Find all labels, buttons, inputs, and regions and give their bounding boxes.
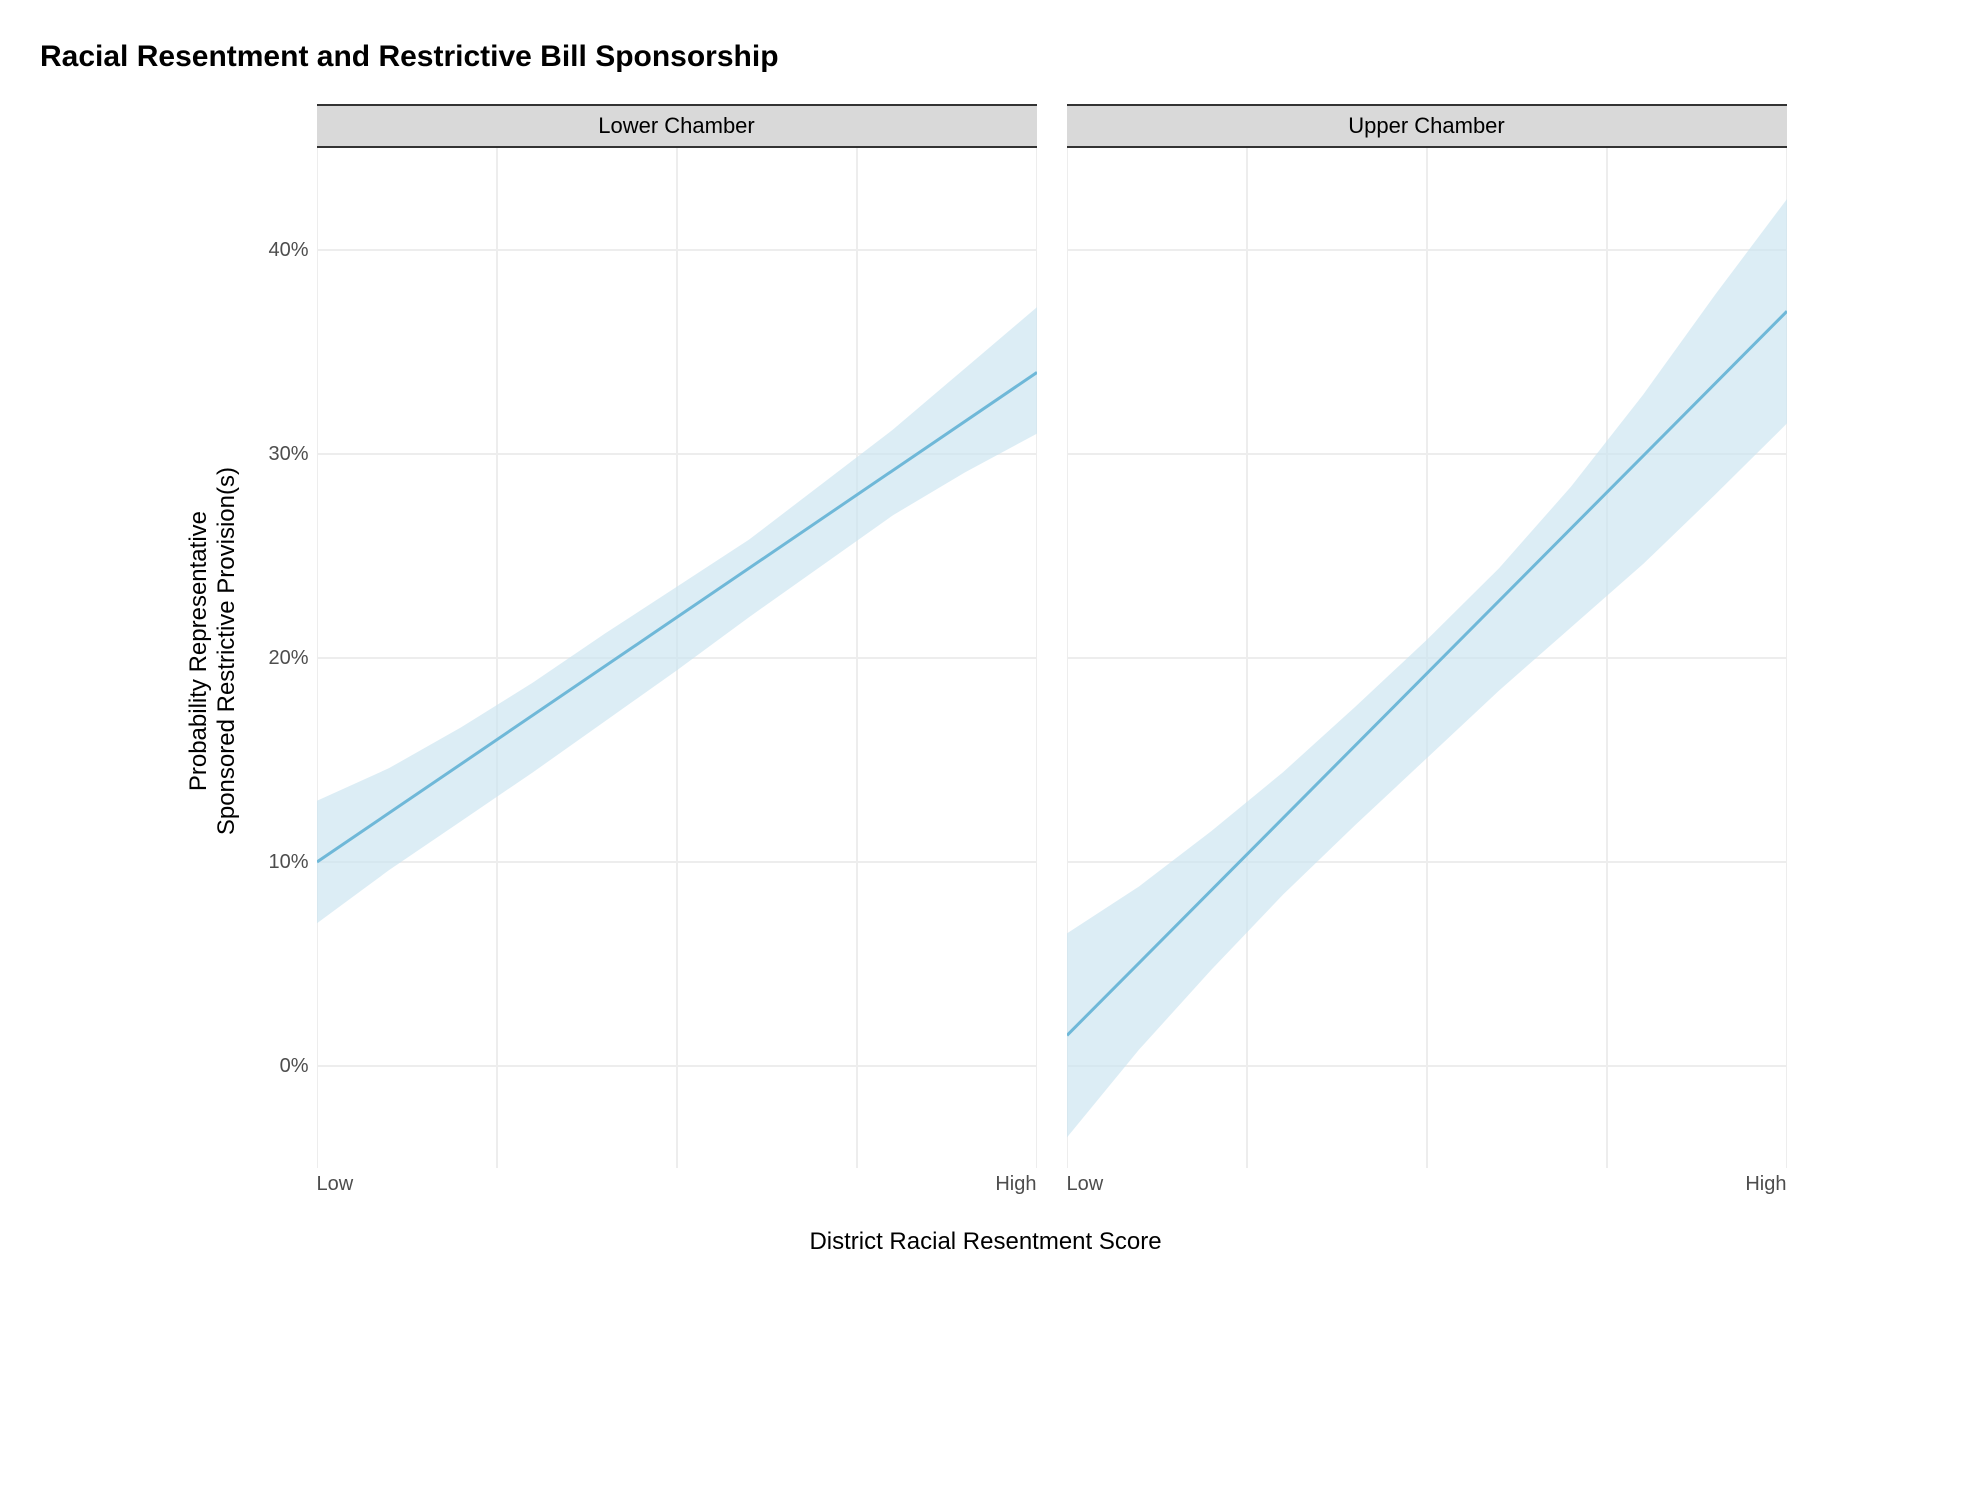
y-axis-ticks: 0% 10% 20% 30% 40% xyxy=(257,148,317,1168)
y-axis-label: Probability RepresentativeSponsored Rest… xyxy=(185,467,241,835)
x-axis-label: District Racial Resentment Score xyxy=(201,1228,1771,1256)
facet-panel: Upper Chamber Low High xyxy=(1067,104,1787,1198)
x-tick: Low xyxy=(1067,1174,1104,1194)
plot-area xyxy=(1067,148,1787,1168)
figure: Probability RepresentativeSponsored Rest… xyxy=(40,104,1931,1256)
facet-strip: Lower Chamber xyxy=(317,104,1037,148)
x-axis-ticks: Low High xyxy=(1067,1168,1787,1198)
y-tick: 10% xyxy=(268,852,308,872)
plot-area xyxy=(317,148,1037,1168)
y-tick: 40% xyxy=(268,240,308,260)
panels-container: Lower Chamber Low High Upper Chamber Low High xyxy=(317,104,1787,1198)
x-tick: Low xyxy=(317,1174,354,1194)
chart-title: Racial Resentment and Restrictive Bill S… xyxy=(40,40,1931,74)
y-tick: 20% xyxy=(268,648,308,668)
x-tick: High xyxy=(995,1174,1036,1194)
facet-strip: Upper Chamber xyxy=(1067,104,1787,148)
y-tick: 30% xyxy=(268,444,308,464)
y-tick: 0% xyxy=(280,1056,309,1076)
x-axis-ticks: Low High xyxy=(317,1168,1037,1198)
facet-panel: Lower Chamber Low High xyxy=(317,104,1037,1198)
x-tick: High xyxy=(1745,1174,1786,1194)
panels-row: Probability RepresentativeSponsored Rest… xyxy=(185,104,1787,1198)
